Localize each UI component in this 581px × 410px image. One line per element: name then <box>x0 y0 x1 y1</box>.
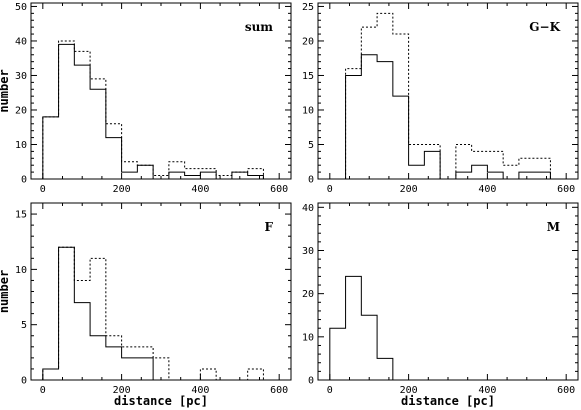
plot-frame <box>30 202 292 381</box>
x-tick-label: 600 <box>270 385 288 396</box>
series-solid-line <box>329 275 394 380</box>
y-tick-label: 10 <box>302 332 314 343</box>
y-tick-label: 30 <box>15 71 27 82</box>
series-dotted-line <box>42 246 280 381</box>
x-tick-label: 200 <box>113 385 131 396</box>
y-tick-label: 0 <box>21 175 27 186</box>
series-dotted-line <box>42 40 280 180</box>
y-axis-title: number <box>0 69 11 112</box>
x-tick-label: 0 <box>327 385 333 396</box>
x-tick-label: 400 <box>191 385 209 396</box>
x-axis-title: distance [pc] <box>401 394 495 408</box>
y-tick-label: 0 <box>308 175 314 186</box>
x-tick-label: 0 <box>40 385 46 396</box>
x-tick-label: 400 <box>478 385 496 396</box>
x-tick-label: 200 <box>113 184 131 195</box>
x-tick-label: 200 <box>400 385 418 396</box>
x-tick-label: 600 <box>557 184 575 195</box>
x-tick-label: 200 <box>400 184 418 195</box>
panel-1: 0 200 400 600 0 10 20 30 40 50 sum number <box>0 2 292 195</box>
y-tick-label: 20 <box>302 289 314 300</box>
x-tick-label: 0 <box>327 184 333 195</box>
y-tick-label: 10 <box>302 105 314 116</box>
x-tick-label: 400 <box>478 184 496 195</box>
y-tick-label: 40 <box>302 203 314 214</box>
x-axis-title: distance [pc] <box>114 394 208 408</box>
x-tick-label: 600 <box>557 385 575 396</box>
series-solid-line <box>42 43 280 180</box>
series-solid-line <box>329 54 567 180</box>
series-solid-line <box>42 246 280 381</box>
panel-2: 0 200 400 600 0 5 10 15 20 25 G−K <box>302 2 579 195</box>
y-tick-label: 5 <box>21 320 27 331</box>
x-tick-label: 0 <box>40 184 46 195</box>
y-axis-title: number <box>0 270 11 313</box>
y-tick-label: 0 <box>21 376 27 387</box>
y-tick-label: 30 <box>302 246 314 257</box>
y-tick-label: 10 <box>15 265 27 276</box>
panel-label: G−K <box>529 20 560 34</box>
plot-frame <box>317 202 579 381</box>
panel-label: sum <box>245 20 273 34</box>
y-tick-label: 10 <box>15 140 27 151</box>
panel-label: F <box>264 220 273 234</box>
y-tick-label: 40 <box>15 36 27 47</box>
panel-label: M <box>547 220 560 234</box>
y-tick-label: 20 <box>302 36 314 47</box>
y-tick-label: 25 <box>302 2 314 13</box>
x-tick-label: 600 <box>270 184 288 195</box>
y-tick-label: 15 <box>302 71 314 82</box>
y-tick-label: 20 <box>15 105 27 116</box>
y-tick-label: 15 <box>15 210 27 221</box>
x-tick-label: 400 <box>191 184 209 195</box>
y-tick-label: 50 <box>15 2 27 13</box>
y-tick-label: 0 <box>308 376 314 387</box>
y-tick-label: 5 <box>308 140 314 151</box>
series-dotted-line <box>329 12 567 180</box>
